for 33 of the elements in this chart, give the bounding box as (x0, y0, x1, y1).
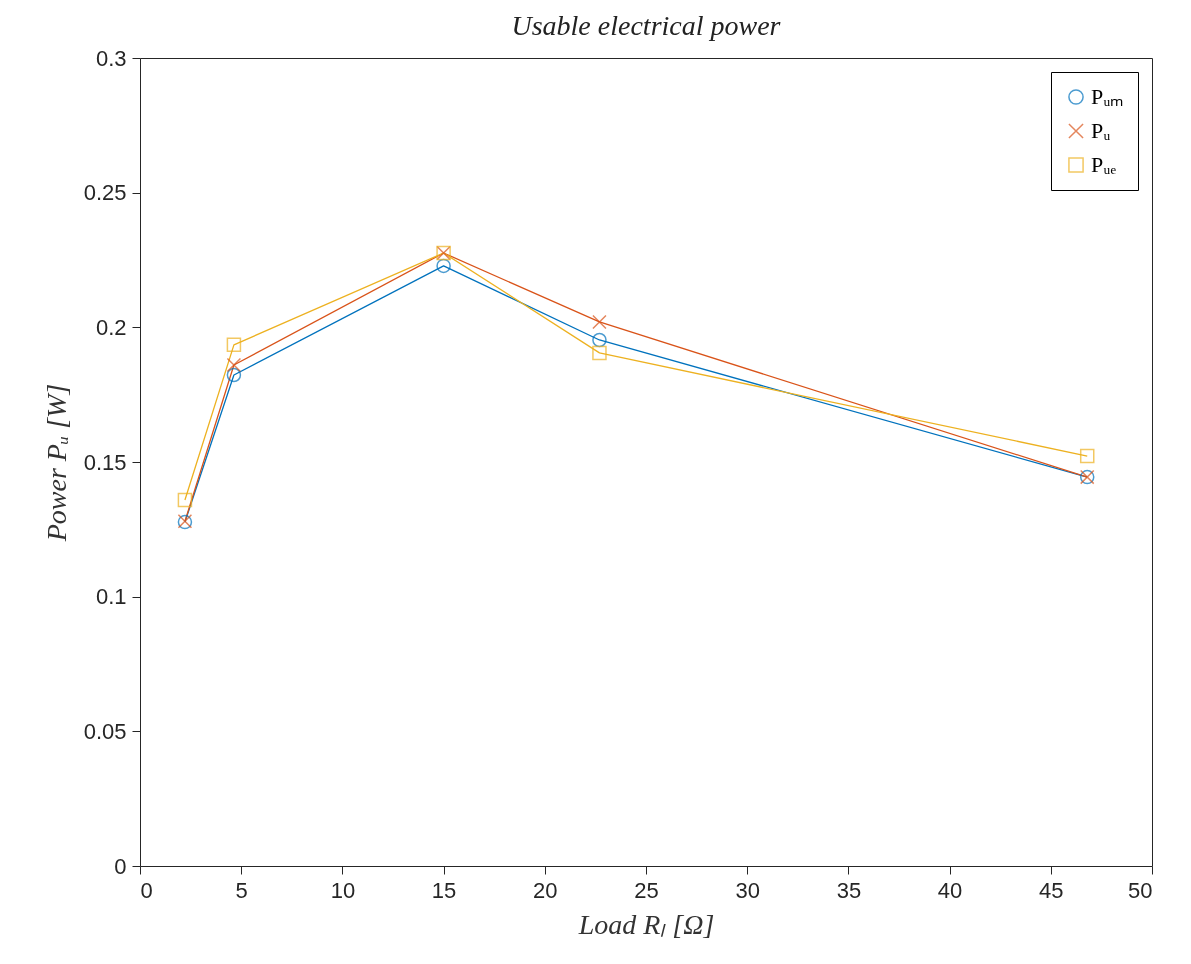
legend-label: Pᵤₑ (1091, 152, 1117, 177)
x-tick-label: 45 (1039, 877, 1064, 903)
chart-title: Usable electrical power (511, 10, 781, 41)
point (177, 492, 193, 508)
point (592, 332, 607, 348)
x-tick-label: 10 (330, 877, 356, 903)
point (592, 345, 607, 361)
y-tick-label: 0.05 (83, 718, 127, 744)
x-tick-label: 40 (937, 877, 963, 903)
x-tick-label: 0 (140, 877, 153, 903)
x-axis-title: Load Rₗ [Ω] (577, 908, 715, 940)
point (226, 357, 242, 373)
x-tick-label: 35 (836, 877, 862, 903)
y-tick-label: 0.3 (95, 45, 127, 71)
x-tick-label: 5 (235, 877, 248, 903)
point (592, 314, 607, 330)
legend-label: Pᵤₘ (1091, 84, 1124, 109)
y-tick-label: 0 (114, 853, 127, 879)
y-tick-label: 0.15 (83, 449, 127, 475)
x-tick-label: 50 (1128, 877, 1153, 903)
x-tick-label: 25 (634, 877, 659, 903)
point (436, 258, 451, 274)
x-tick-label: 15 (431, 877, 457, 903)
y-tick-label: 0.1 (95, 584, 127, 610)
y-axis-title: Power Pᵤ [W] (40, 383, 72, 543)
y-tick-label: 0.2 (95, 314, 127, 340)
legend-label: Pᵤ (1091, 118, 1111, 143)
point (226, 337, 242, 353)
point (226, 367, 242, 383)
x-tick-label: 30 (735, 877, 760, 903)
x-tick-label: 20 (533, 877, 558, 903)
y-tick-label: 0.25 (83, 180, 127, 206)
point (1079, 448, 1095, 464)
